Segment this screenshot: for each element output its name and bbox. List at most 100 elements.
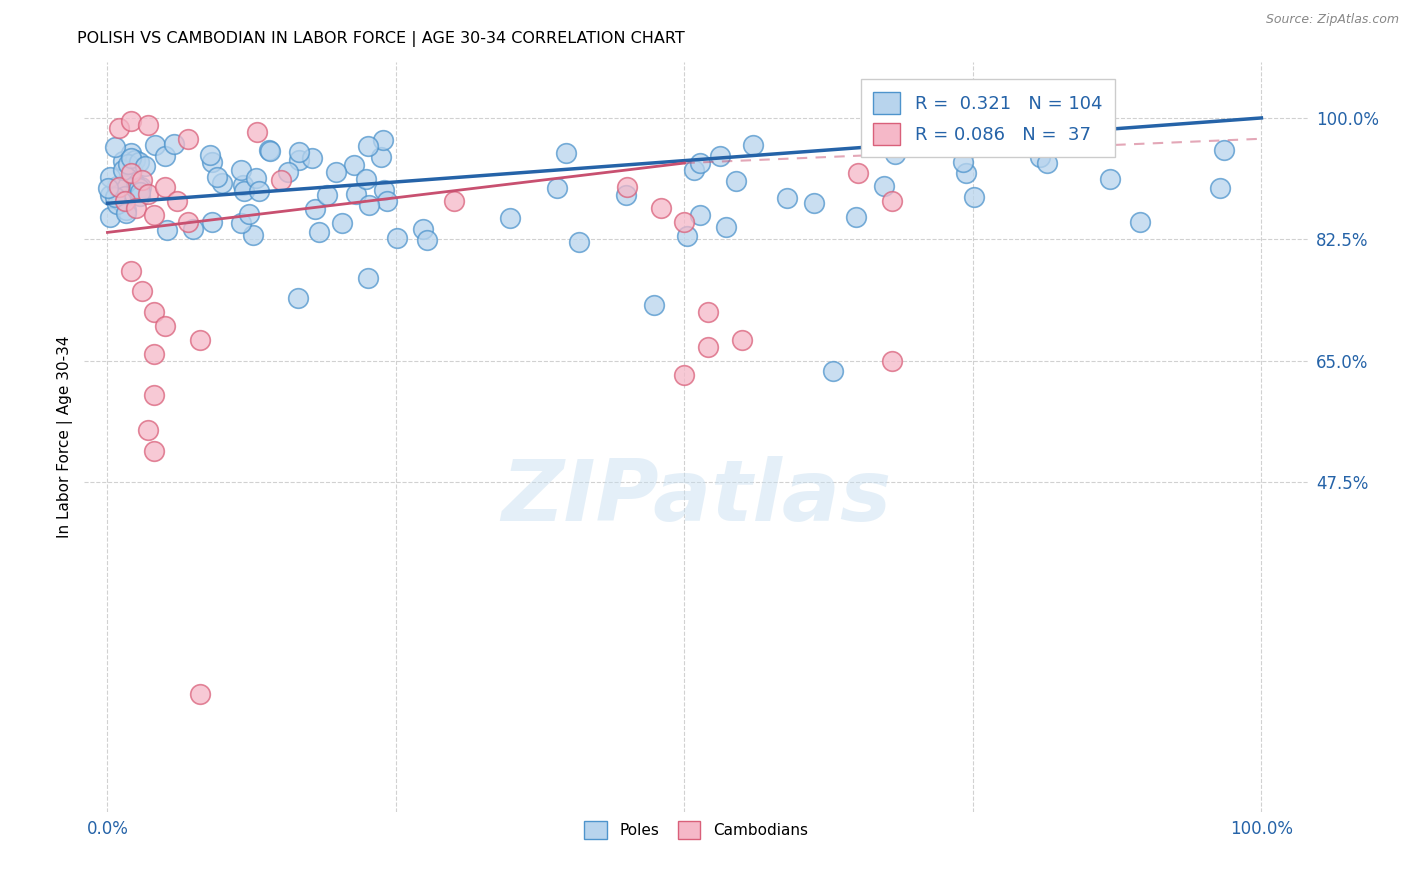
Y-axis label: In Labor Force | Age 30-34: In Labor Force | Age 30-34 — [58, 335, 73, 539]
Point — [616, 180, 638, 194]
Legend: Poles, Cambodians: Poles, Cambodians — [578, 814, 814, 846]
Point — [308, 225, 330, 239]
Point — [917, 130, 939, 145]
Point — [872, 179, 894, 194]
Point — [120, 146, 142, 161]
Point — [238, 206, 260, 220]
Point — [163, 137, 186, 152]
Point — [143, 137, 166, 152]
Point — [709, 149, 731, 163]
Point — [568, 235, 591, 249]
Point — [277, 165, 299, 179]
Point — [188, 687, 211, 701]
Point — [357, 270, 380, 285]
Point — [211, 176, 233, 190]
Point — [614, 188, 637, 202]
Point — [877, 117, 900, 131]
Point — [1029, 150, 1052, 164]
Point — [242, 228, 264, 243]
Point — [105, 178, 128, 193]
Point — [330, 216, 353, 230]
Point — [935, 138, 957, 153]
Point — [114, 189, 136, 203]
Point — [125, 201, 148, 215]
Point — [1212, 143, 1234, 157]
Point — [205, 169, 228, 184]
Point — [120, 151, 142, 165]
Point — [142, 208, 165, 222]
Point — [882, 194, 904, 209]
Point — [166, 194, 188, 209]
Point — [98, 170, 121, 185]
Point — [114, 194, 136, 209]
Point — [142, 305, 165, 319]
Point — [416, 233, 439, 247]
Point — [104, 140, 127, 154]
Point — [803, 196, 825, 211]
Point — [259, 143, 281, 157]
Point — [499, 211, 522, 225]
Point — [650, 201, 672, 215]
Point — [981, 120, 1004, 134]
Point — [955, 166, 977, 180]
Point — [188, 333, 211, 347]
Point — [142, 347, 165, 361]
Point — [370, 150, 392, 164]
Point — [882, 353, 904, 368]
Point — [287, 291, 309, 305]
Point — [117, 157, 139, 171]
Point — [97, 180, 120, 194]
Point — [776, 191, 799, 205]
Point — [136, 423, 159, 437]
Point — [112, 162, 135, 177]
Point — [373, 183, 395, 197]
Point — [724, 174, 747, 188]
Point — [673, 368, 696, 382]
Point — [129, 185, 152, 199]
Point — [108, 121, 131, 136]
Point — [343, 158, 366, 172]
Point — [104, 190, 127, 204]
Point — [115, 203, 138, 218]
Point — [107, 197, 129, 211]
Point — [952, 155, 974, 169]
Point — [412, 222, 434, 236]
Point — [177, 132, 200, 146]
Point — [142, 444, 165, 458]
Point — [555, 145, 578, 160]
Point — [128, 155, 150, 169]
Point — [259, 144, 281, 158]
Point — [155, 149, 177, 163]
Point — [689, 208, 711, 222]
Point — [120, 114, 142, 128]
Point — [385, 231, 408, 245]
Point — [249, 184, 271, 198]
Point — [136, 118, 159, 132]
Point — [131, 173, 153, 187]
Point — [546, 181, 568, 195]
Point — [375, 194, 398, 209]
Point — [673, 215, 696, 229]
Point — [177, 215, 200, 229]
Text: POLISH VS CAMBODIAN IN LABOR FORCE | AGE 30-34 CORRELATION CHART: POLISH VS CAMBODIAN IN LABOR FORCE | AGE… — [77, 31, 685, 47]
Text: ZIPatlas: ZIPatlas — [501, 456, 891, 539]
Point — [229, 163, 252, 178]
Point — [201, 214, 224, 228]
Point — [1099, 172, 1122, 186]
Point — [714, 220, 737, 235]
Point — [229, 216, 252, 230]
Point — [232, 184, 254, 198]
Point — [124, 175, 146, 189]
Point — [128, 181, 150, 195]
Point — [245, 170, 267, 185]
Point — [325, 165, 347, 179]
Point — [344, 187, 367, 202]
Point — [201, 155, 224, 169]
Point — [301, 152, 323, 166]
Point — [111, 154, 134, 169]
Point — [357, 198, 380, 212]
Point — [136, 187, 159, 202]
Point — [114, 178, 136, 192]
Point — [120, 166, 142, 180]
Point — [443, 194, 465, 209]
